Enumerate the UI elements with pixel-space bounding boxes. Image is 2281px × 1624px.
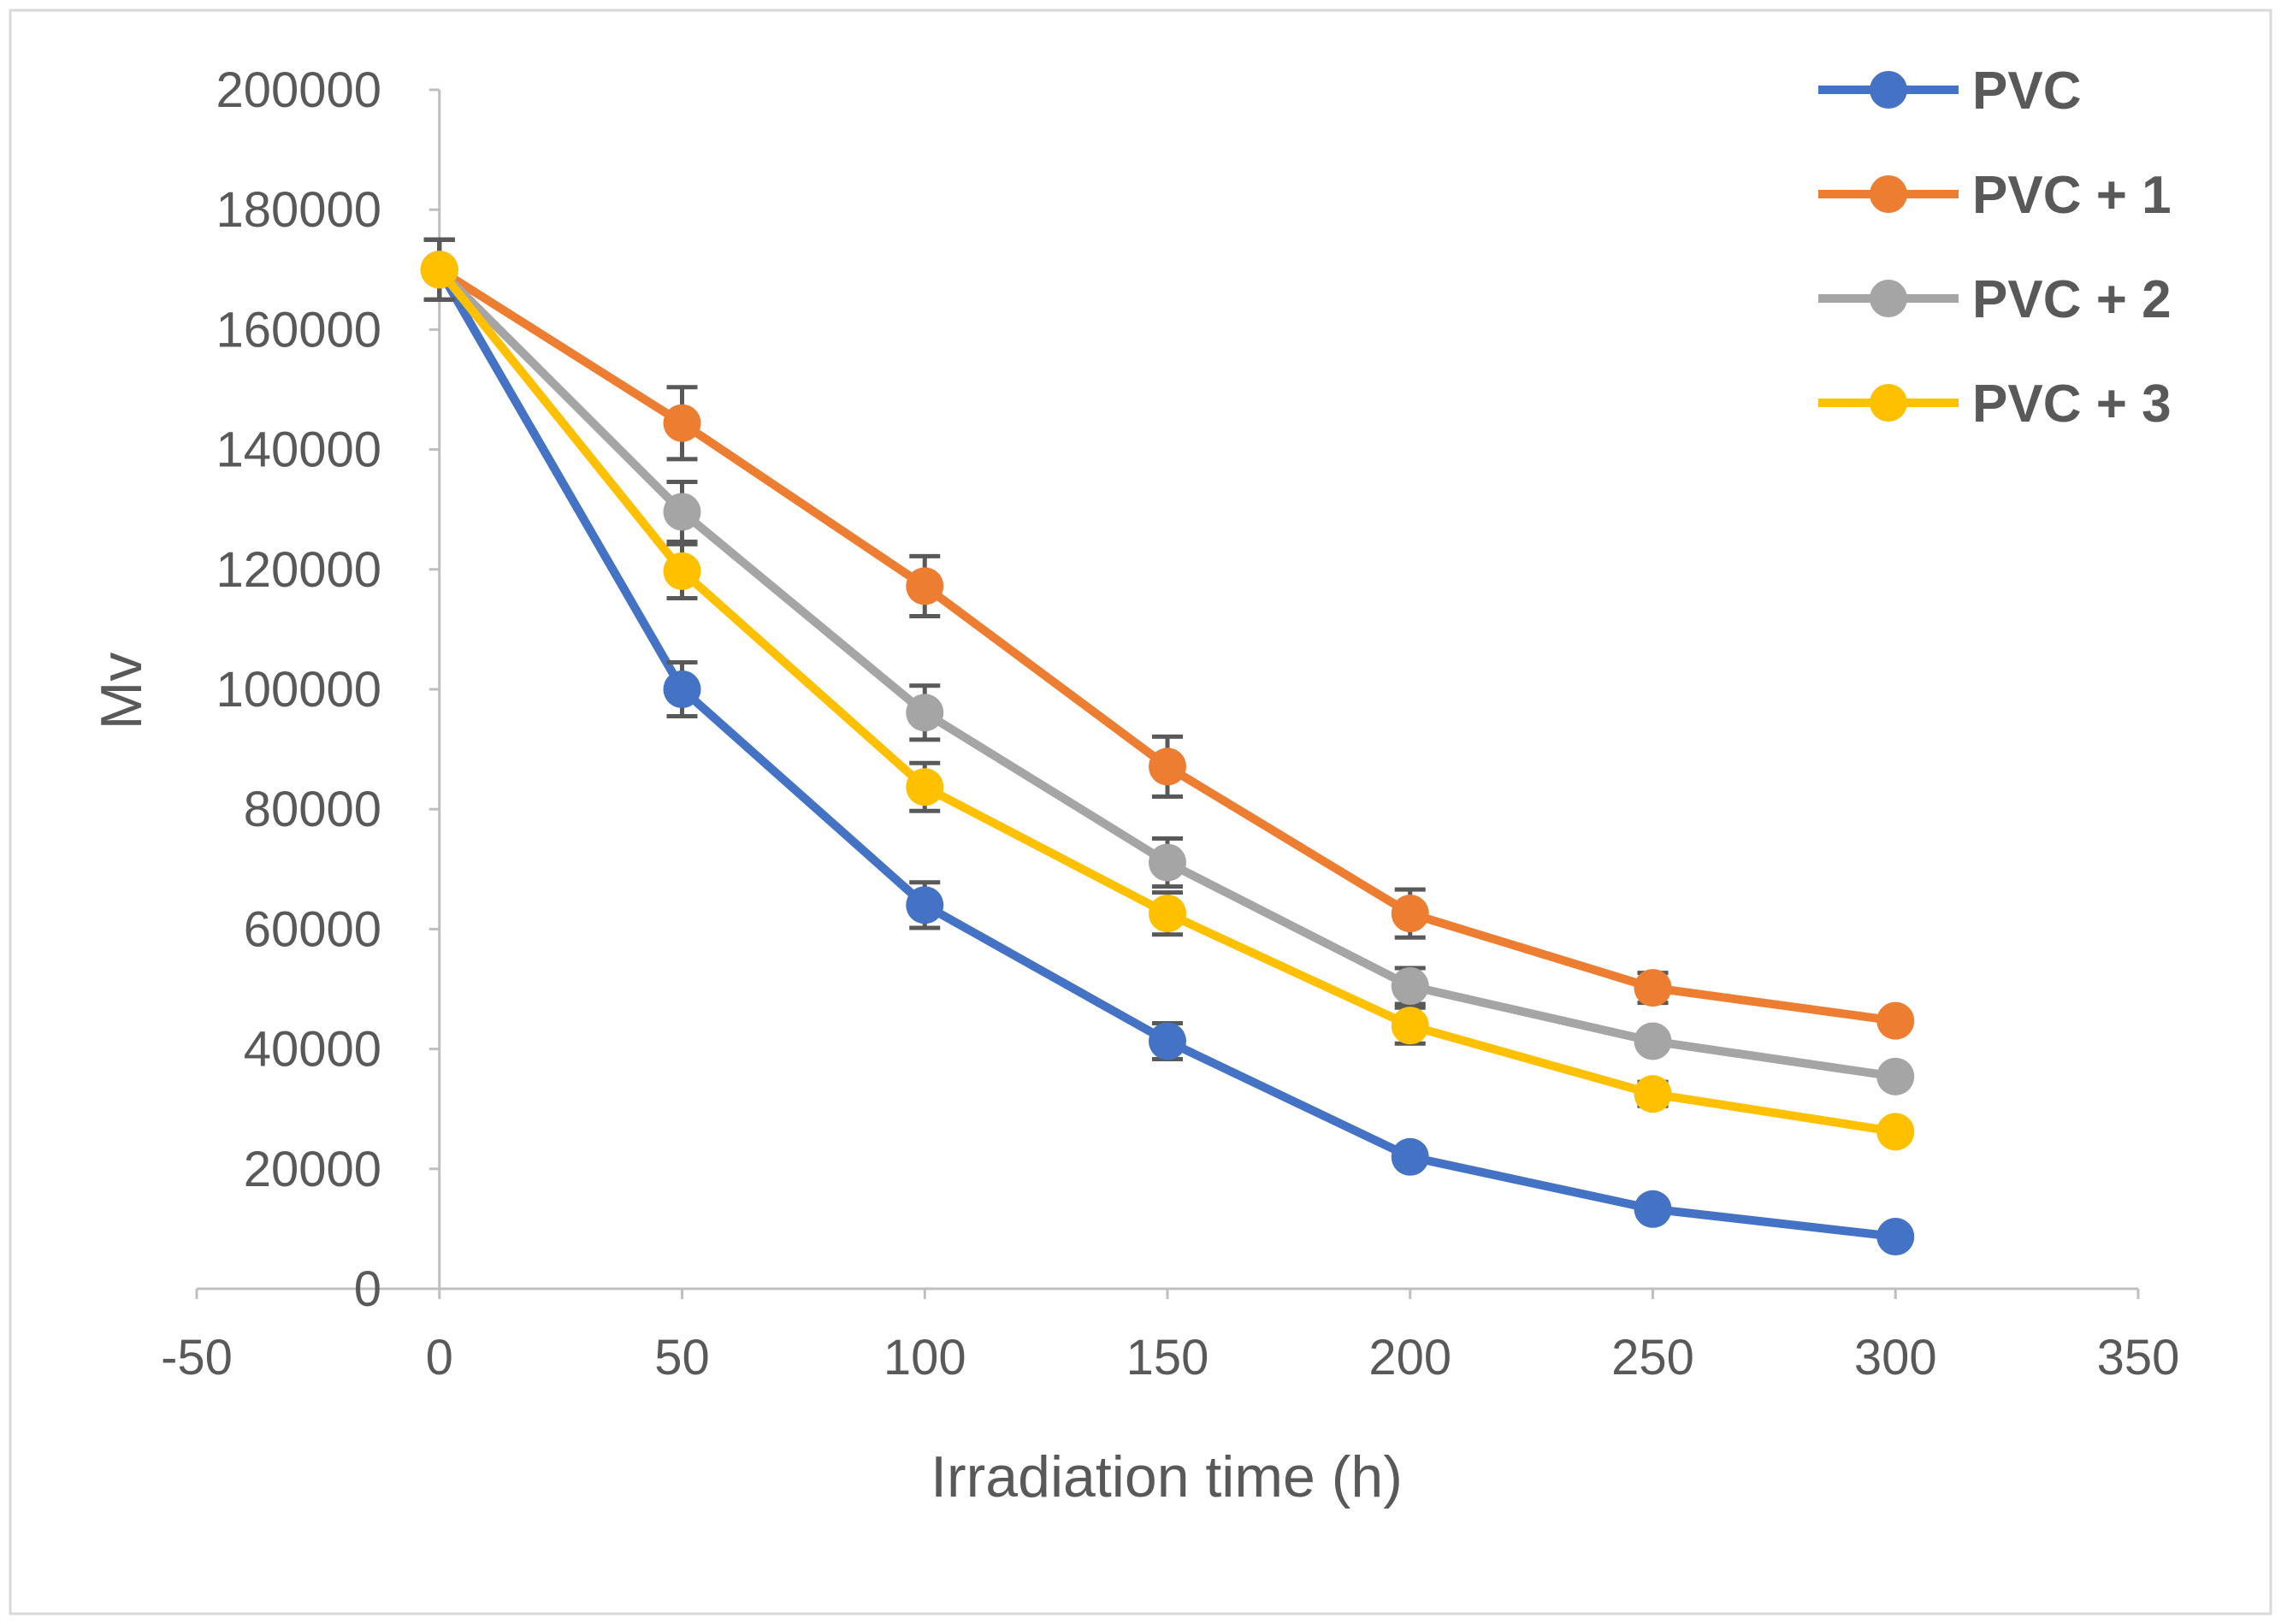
- x-tick-label: 150: [1126, 1330, 1209, 1385]
- y-tick-label: 60000: [244, 901, 381, 957]
- data-point: [1391, 1137, 1429, 1176]
- y-tick-label: 20000: [244, 1142, 381, 1197]
- y-tick-label: 140000: [216, 422, 381, 478]
- legend-label: PVC: [1972, 62, 2081, 121]
- y-tick-label: 100000: [216, 662, 381, 718]
- x-axis-title: Irradiation time (h): [931, 1444, 1403, 1509]
- legend: PVC PVC + 1 PVC + 2 PVC + 3: [1818, 62, 2172, 434]
- data-point: [1634, 1075, 1672, 1113]
- legend-marker: [1870, 71, 1907, 109]
- x-tick-label: 200: [1368, 1330, 1451, 1385]
- y-tick-label: 0: [354, 1261, 381, 1317]
- data-point: [1634, 969, 1672, 1007]
- data-point: [1634, 1190, 1672, 1228]
- data-point: [420, 251, 458, 289]
- data-point: [1149, 843, 1186, 882]
- data-point: [1876, 1218, 1915, 1256]
- y-tick-label: 200000: [216, 62, 381, 118]
- y-tick-label: 80000: [244, 782, 381, 837]
- data-point: [906, 694, 944, 732]
- data-point: [1391, 1007, 1429, 1045]
- data-point: [1391, 966, 1429, 1005]
- legend-marker: [1870, 280, 1907, 317]
- data-point: [1634, 1022, 1672, 1060]
- data-point: [663, 404, 701, 442]
- y-tick-label: 120000: [216, 542, 381, 598]
- data-point: [663, 552, 701, 590]
- data-point: [1876, 1113, 1915, 1151]
- y-tick-label: 40000: [244, 1022, 381, 1078]
- data-point: [906, 567, 944, 605]
- data-point: [1391, 895, 1429, 933]
- y-tick-label: 180000: [216, 182, 381, 238]
- y-axis-title: Mv: [89, 653, 154, 730]
- x-tick-label: 350: [2097, 1330, 2180, 1385]
- data-point: [906, 886, 944, 924]
- chart-border: [9, 9, 2272, 1615]
- legend-marker: [1870, 384, 1907, 422]
- legend-label: PVC + 1: [1972, 166, 2172, 225]
- data-point: [663, 493, 701, 531]
- x-tick-label: -50: [161, 1330, 233, 1385]
- y-tick-label: 160000: [216, 302, 381, 357]
- data-point: [663, 670, 701, 708]
- legend-label: PVC + 2: [1972, 270, 2172, 329]
- data-point: [906, 768, 944, 806]
- x-tick-label: 300: [1854, 1330, 1937, 1385]
- x-tick-label: 250: [1611, 1330, 1694, 1385]
- legend-label: PVC + 3: [1972, 375, 2172, 434]
- data-point: [1149, 895, 1186, 933]
- data-point: [1149, 1022, 1186, 1060]
- data-point: [1876, 1057, 1915, 1095]
- x-tick-label: 0: [426, 1330, 453, 1385]
- data-point: [1876, 1001, 1915, 1040]
- x-tick-label: 100: [883, 1330, 966, 1385]
- legend-marker: [1870, 175, 1907, 213]
- x-tick-label: 50: [654, 1330, 710, 1385]
- data-point: [1149, 747, 1186, 786]
